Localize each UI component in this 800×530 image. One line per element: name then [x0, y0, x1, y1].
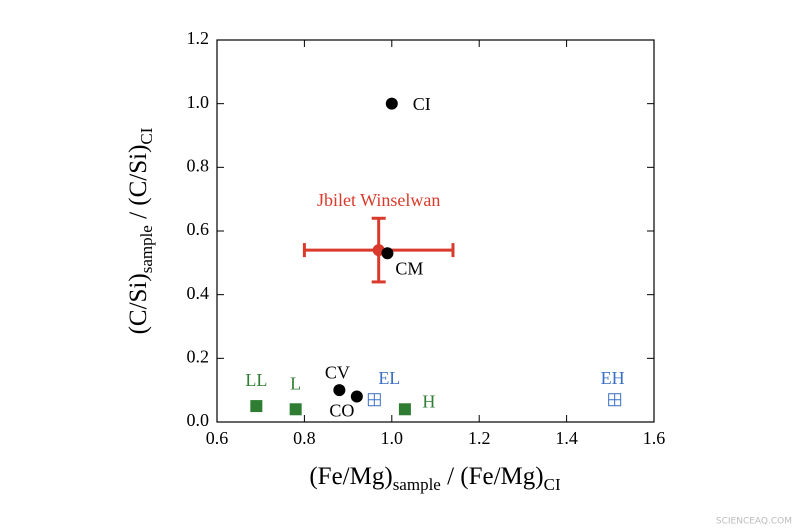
x-tick-label: 1.2: [468, 428, 491, 448]
point-cross: [608, 393, 621, 406]
y-tick-label: 1.0: [187, 92, 210, 112]
y-tick-label: 1.2: [187, 28, 210, 48]
point-label: LL: [245, 370, 267, 390]
x-tick-label: 1.6: [643, 428, 666, 448]
y-tick-label: 0.2: [187, 346, 210, 366]
point: [333, 384, 346, 397]
y-tick-label: 0.6: [187, 219, 210, 239]
point-label: EH: [601, 368, 625, 388]
point-label: EL: [378, 368, 400, 388]
point-cross: [368, 393, 381, 406]
y-title-part: / (C/Si): [125, 145, 152, 226]
point-label: L: [290, 373, 301, 393]
y-title-sub: sample: [137, 225, 156, 273]
point-label: CO: [329, 401, 354, 421]
y-tick-label: 0.8: [187, 155, 210, 175]
watermark: SCIENCEAQ.COM: [716, 517, 792, 527]
y-title-sub: CI: [137, 127, 156, 144]
x-title-part: (Fe/Mg): [309, 463, 392, 490]
point: [250, 400, 263, 413]
x-title-sub: sample: [393, 475, 441, 494]
plot-frame: [216, 39, 655, 423]
point: [381, 247, 394, 260]
y-title-part: (C/Si): [125, 273, 152, 334]
point-label: H: [422, 391, 435, 411]
point-label: CV: [325, 362, 350, 382]
x-tick-label: 1.4: [555, 428, 578, 448]
point-label: Jbilet Winselwan: [317, 190, 440, 210]
point-label: CM: [395, 258, 423, 278]
point-label: CI: [413, 94, 431, 114]
y-tick-label: 0.4: [187, 283, 210, 303]
point: [289, 403, 302, 416]
point: [385, 97, 398, 110]
x-title-sub: CI: [544, 475, 561, 494]
y-axis-title: (C/Si)sample / (C/Si)CI: [125, 127, 156, 334]
point: [398, 403, 411, 416]
x-tick-label: 0.6: [206, 428, 229, 448]
x-tick-label: 1.0: [381, 428, 404, 448]
x-axis-title: (Fe/Mg)sample / (Fe/Mg)CI: [309, 463, 561, 494]
x-tick-label: 0.8: [293, 428, 316, 448]
y-tick-label: 0.0: [187, 410, 210, 430]
x-title-part: / (Fe/Mg): [441, 463, 544, 490]
point: [350, 390, 363, 403]
